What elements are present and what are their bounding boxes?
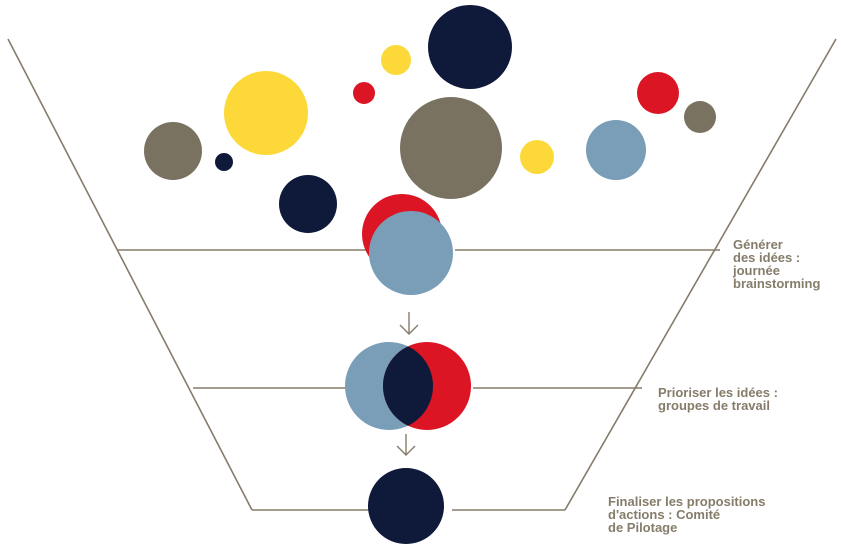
idea-circles xyxy=(144,5,716,233)
stage-2-venn xyxy=(345,342,471,430)
stage-2-overlap xyxy=(383,342,433,430)
stage-2-label: Prioriser les idées : groupes de travail xyxy=(658,385,778,413)
idea-circle xyxy=(428,5,512,89)
idea-circle xyxy=(637,72,679,114)
idea-circle xyxy=(353,82,375,104)
idea-circle xyxy=(144,122,202,180)
stage-1-blue-circle xyxy=(369,211,453,295)
arrow-down-icon xyxy=(399,312,419,335)
idea-circle xyxy=(684,101,716,133)
stage-1-label: Générer des idées : journée brainstormin… xyxy=(733,237,821,291)
arrow-down-icon xyxy=(396,434,416,456)
stage-3-circle xyxy=(368,468,444,544)
stage-1-circles xyxy=(362,194,453,295)
stage-3-label: Finaliser les propositions d'actions : C… xyxy=(608,494,766,535)
idea-circle xyxy=(400,97,502,199)
funnel-left-edge xyxy=(7,38,253,511)
idea-circle xyxy=(215,153,233,171)
funnel-outline xyxy=(7,38,837,511)
idea-circle xyxy=(224,71,308,155)
idea-circle xyxy=(586,120,646,180)
idea-circle xyxy=(520,140,554,174)
idea-circle xyxy=(279,175,337,233)
idea-circle xyxy=(381,45,411,75)
funnel-right-edge xyxy=(564,38,837,511)
